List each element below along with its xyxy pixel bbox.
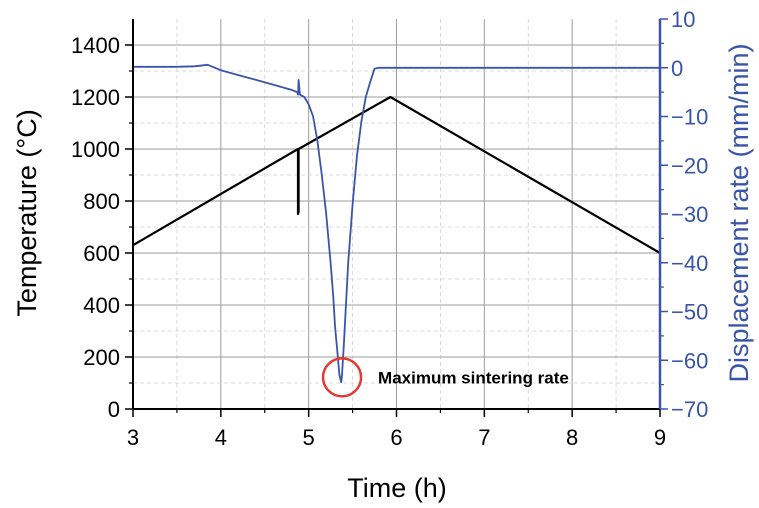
y-right-tick-label: −60 xyxy=(671,348,708,373)
y-axis-right-label: Displacement rate (mm/min) xyxy=(724,43,754,382)
y-right-tick-label: −70 xyxy=(671,397,708,422)
grid xyxy=(132,19,661,409)
series-layer xyxy=(132,63,661,384)
y-right-tick-label: −40 xyxy=(671,251,708,276)
y-right-tick-label: 0 xyxy=(671,56,683,81)
y-right-tick-label: 10 xyxy=(671,7,695,32)
x-axis-label: Time (h) xyxy=(347,473,447,503)
max-rate-marker xyxy=(321,357,363,398)
y-axis-left-label: Temperature (°C) xyxy=(12,109,42,316)
y-left-tick-label: 400 xyxy=(83,293,120,318)
y-right-tick-label: −20 xyxy=(671,153,708,178)
y-right-tick-label: −50 xyxy=(671,300,708,325)
x-tick-label: 4 xyxy=(215,425,227,450)
y-left-tick-label: 800 xyxy=(83,189,120,214)
y-left-tick-label: 200 xyxy=(83,345,120,370)
x-tick-label: 5 xyxy=(303,425,315,450)
y-left-tick-label: 1400 xyxy=(71,33,120,58)
y-left-tick-label: 0 xyxy=(108,397,120,422)
x-tick-label: 8 xyxy=(566,425,578,450)
x-tick-label: 9 xyxy=(654,425,666,450)
max-rate-label: Maximum sintering rate xyxy=(378,368,569,387)
temperature-line xyxy=(132,95,661,254)
x-tick-label: 3 xyxy=(127,425,139,450)
y-left-tick-label: 1200 xyxy=(71,85,120,110)
x-tick-label: 7 xyxy=(478,425,490,450)
y-left-tick-label: 1000 xyxy=(71,137,120,162)
x-tick-label: 6 xyxy=(390,425,402,450)
y-right-tick-label: −30 xyxy=(671,202,708,227)
ticks: 3 4 5 6 7 8 9 0 200 400 600 800 1000 1200 1400 10 0 −10 −2… xyxy=(71,7,708,450)
y-left-tick-label: 600 xyxy=(83,241,120,266)
annotation: Maximum sintering rate xyxy=(321,357,569,398)
displacement-rate-line xyxy=(133,63,660,384)
y-right-tick-label: −10 xyxy=(671,105,708,130)
